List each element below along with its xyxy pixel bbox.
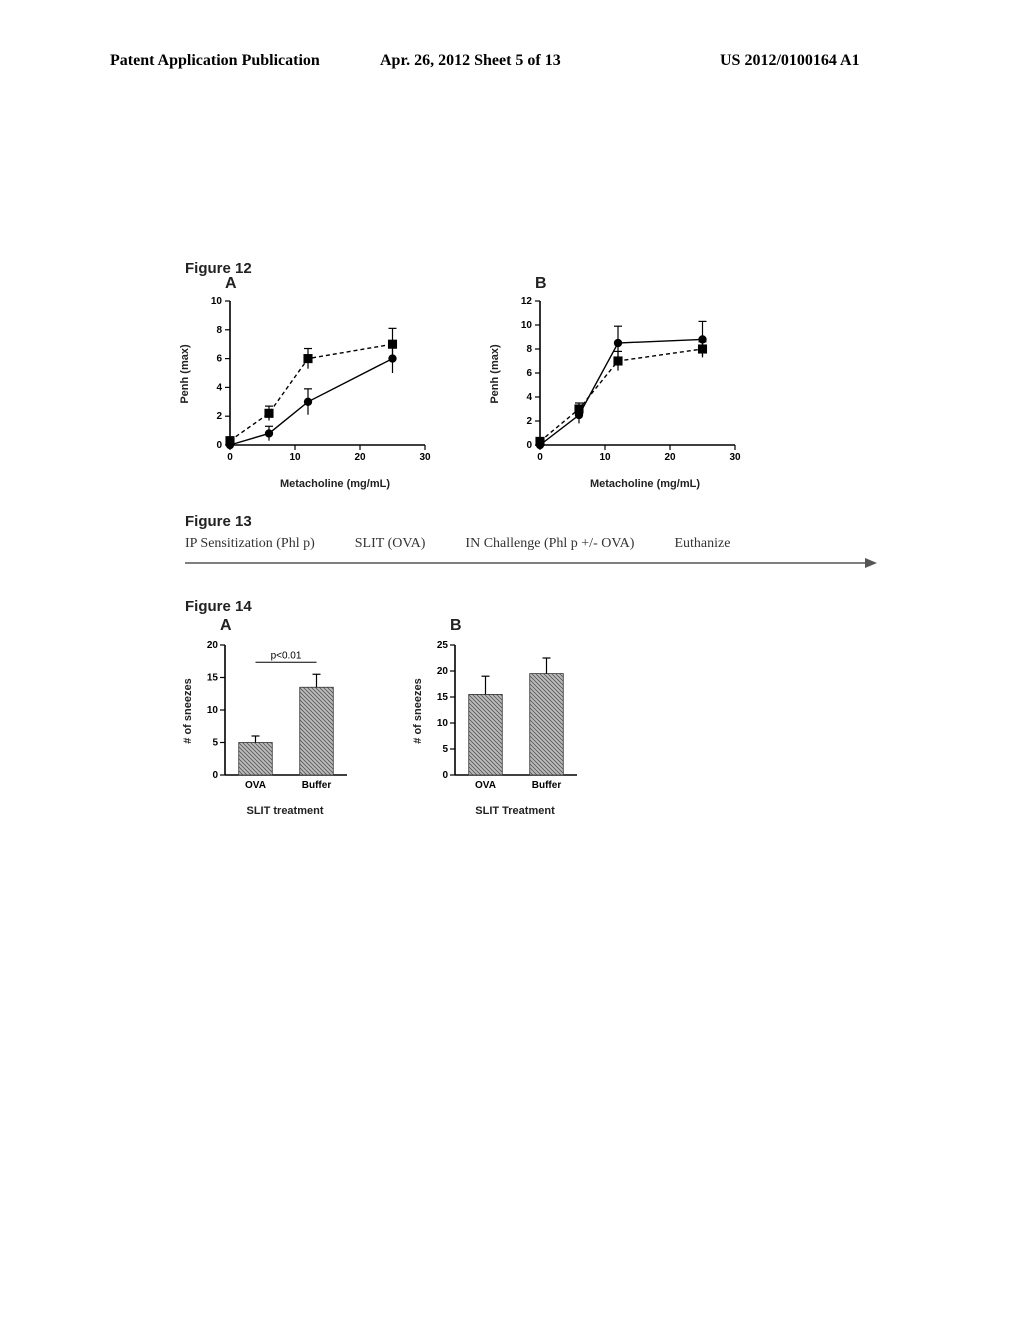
svg-text:20: 20 (207, 640, 219, 651)
svg-text:0: 0 (442, 770, 448, 781)
svg-text:10: 10 (437, 718, 449, 729)
svg-text:0: 0 (227, 452, 233, 463)
header-right: US 2012/0100164 A1 (720, 52, 860, 70)
ylabel-12b: Penh (max) (489, 334, 501, 414)
panel-label-a: A (225, 275, 237, 293)
svg-text:0: 0 (537, 452, 543, 463)
svg-text:8: 8 (526, 344, 532, 355)
ylabel-14b: # of sneezes (412, 666, 424, 756)
svg-text:0: 0 (216, 440, 222, 451)
timeline-item-2: IN Challenge (Phl p +/- OVA) (465, 536, 634, 552)
svg-text:30: 30 (729, 452, 741, 463)
svg-text:20: 20 (354, 452, 366, 463)
figure-13-labels: IP Sensitization (Phl p) SLIT (OVA) IN C… (185, 536, 885, 552)
svg-text:Buffer: Buffer (302, 780, 332, 791)
timeline-arrow (185, 556, 865, 568)
panel-label-14a: A (220, 617, 232, 635)
svg-text:OVA: OVA (245, 780, 266, 791)
svg-text:20: 20 (664, 452, 676, 463)
svg-text:6: 6 (526, 368, 532, 379)
svg-text:4: 4 (526, 392, 532, 403)
figure-13: Figure 13 IP Sensitization (Phl p) SLIT … (185, 513, 885, 568)
panel-label-b: B (535, 275, 547, 293)
svg-text:15: 15 (207, 673, 219, 684)
svg-text:10: 10 (599, 452, 611, 463)
svg-text:10: 10 (207, 705, 219, 716)
svg-text:12: 12 (521, 296, 533, 307)
figure-12: Figure 12 01020300246810 A Penh (max) Me… (185, 260, 885, 473)
figure-14-panel-a: 05101520OVABufferp<0.01 A # of sneezes S… (185, 625, 355, 800)
svg-text:6: 6 (216, 354, 222, 365)
svg-text:15: 15 (437, 692, 449, 703)
figure-12-panel-b: 0102030024681012 B Penh (max) Metacholin… (495, 283, 745, 473)
ylabel-12a: Penh (max) (179, 334, 191, 414)
svg-text:4: 4 (216, 382, 222, 393)
figure-13-title: Figure 13 (185, 513, 885, 530)
timeline-item-0: IP Sensitization (Phl p) (185, 536, 315, 552)
figure-12-panel-a: 01020300246810 A Penh (max) Metacholine … (185, 283, 435, 473)
ylabel-14a: # of sneezes (182, 666, 194, 756)
svg-text:0: 0 (212, 770, 218, 781)
figures-container: Figure 12 01020300246810 A Penh (max) Me… (185, 260, 885, 800)
timeline-item-3: Euthanize (674, 536, 730, 552)
xlabel-14a: SLIT treatment (225, 805, 345, 817)
svg-text:2: 2 (526, 416, 532, 427)
svg-text:OVA: OVA (475, 780, 496, 791)
svg-text:0: 0 (526, 440, 532, 451)
figure-14: Figure 14 0 5 10 15 20 OVA Buffer p<0.01 A # of… (185, 598, 885, 800)
xlabel-14b: SLIT Treatment (455, 805, 575, 817)
panel-label-14b: B (450, 617, 462, 635)
svg-text:10: 10 (521, 320, 533, 331)
svg-text:25: 25 (437, 640, 449, 651)
header-mid: Apr. 26, 2012 Sheet 5 of 13 (380, 52, 561, 70)
svg-text:5: 5 (442, 744, 448, 755)
svg-text:2: 2 (216, 411, 222, 422)
xlabel-12a: Metacholine (mg/mL) (265, 478, 405, 490)
timeline-item-1: SLIT (OVA) (355, 536, 426, 552)
xlabel-12b: Metacholine (mg/mL) (575, 478, 715, 490)
svg-text:p<0.01: p<0.01 (271, 650, 302, 661)
svg-text:30: 30 (419, 452, 431, 463)
svg-text:Buffer: Buffer (532, 780, 562, 791)
svg-text:10: 10 (289, 452, 301, 463)
svg-text:5: 5 (212, 738, 218, 749)
figure-14-panel-b: 0510152025OVABuffer B # of sneezes SLIT … (415, 625, 585, 800)
figure-14-title: Figure 14 (185, 598, 885, 615)
svg-text:20: 20 (437, 666, 449, 677)
header-left: Patent Application Publication (110, 52, 320, 70)
svg-text:10: 10 (211, 296, 223, 307)
svg-text:8: 8 (216, 325, 222, 336)
